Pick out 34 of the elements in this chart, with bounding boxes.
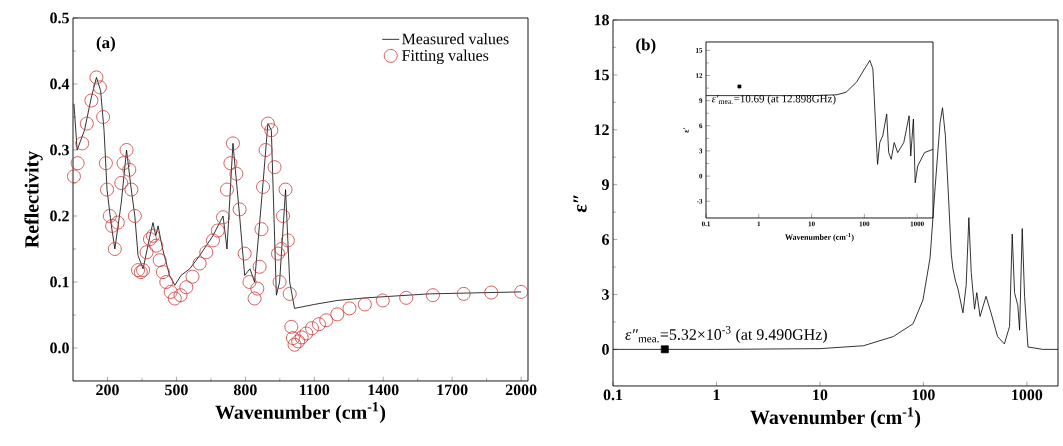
y-tick-label: 0.1 (50, 276, 69, 288)
x-tick-label: 1700 (437, 384, 468, 396)
y-tick-label: 0.0 (50, 342, 69, 354)
x-tick-label: 1 (713, 389, 720, 401)
y-axis-title: ε″ (573, 195, 587, 213)
y-tick-label: 0 (602, 344, 609, 355)
x-tick-label: 500 (165, 384, 188, 396)
x-tick-label: 1400 (368, 384, 399, 396)
y-tick-label: 9 (601, 179, 609, 191)
legend-label: Fitting values (402, 49, 489, 65)
y-axis-title: Reflectivity (24, 150, 43, 248)
legend-label: Measured values (402, 33, 509, 45)
x-tick-label: 100 (912, 389, 935, 401)
x-axis-title: Wavenumber (cm$^{-1}$) (750, 407, 921, 429)
y-tick-label: 3 (602, 289, 609, 300)
x-tick-label: 1100 (300, 384, 330, 396)
x-tick-label: 800 (233, 384, 257, 396)
annotation: ε″$_{mea.}$=5.32×10$^{-3}$ (at 9.490GHz) (625, 326, 827, 344)
y-tick-label: 0.3 (50, 144, 69, 156)
x-tick-label: 200 (96, 384, 119, 396)
x-tick-label: 2000 (505, 384, 537, 396)
y-tick-label: 12 (594, 124, 609, 136)
y-tick-label: 0.4 (50, 78, 70, 90)
x-tick-label: 1000 (1012, 389, 1043, 401)
x-axis-title: Wavenumber (cm$^{-1}$) (215, 402, 386, 424)
y-tick-label: 0.5 (50, 12, 69, 24)
y-tick-label: 15 (594, 69, 609, 81)
x-tick-label: 10 (813, 389, 828, 401)
annotation: ε′$_{mea.}$=10.69 (at 12.898GHz) (711, 94, 836, 105)
y-tick-label: 0.2 (50, 210, 69, 222)
y-tick-label: 6 (602, 234, 610, 245)
annotation: (a) (96, 36, 115, 52)
y-tick-label: 18 (594, 14, 609, 26)
annotation: (b) (636, 38, 656, 54)
